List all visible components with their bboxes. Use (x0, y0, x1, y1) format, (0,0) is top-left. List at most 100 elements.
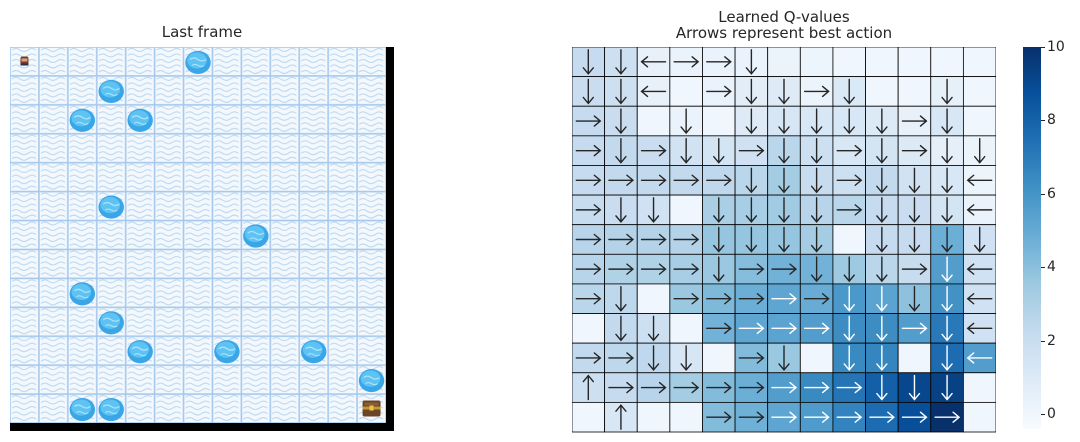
arrow-down-icon (810, 167, 823, 194)
arrow-down-icon (778, 167, 790, 194)
arrow-down-icon (843, 345, 855, 372)
arrow-down-icon (810, 137, 823, 164)
arrow-right-icon (608, 233, 635, 246)
arrow-down-icon (615, 49, 627, 75)
arrow-down-icon (876, 137, 888, 164)
game-frame (10, 47, 394, 431)
arrow-right-icon (640, 233, 667, 246)
arrow-right-icon (608, 174, 635, 186)
arrow-down-icon (745, 167, 758, 194)
q-cell (962, 105, 996, 137)
last-frame-title: Last frame (161, 23, 243, 41)
arrow-down-icon (582, 49, 595, 75)
q-cell (669, 401, 703, 433)
arrow-down-icon (843, 286, 855, 312)
arrow-right-icon (673, 233, 700, 246)
arrow-down-icon (745, 197, 758, 223)
arrow-right-icon (836, 411, 863, 423)
arrow-right-icon (901, 115, 928, 127)
q-values-title: Learned Q-values (718, 8, 850, 26)
arrow-left-icon (966, 352, 993, 364)
arrow-right-icon (706, 322, 732, 335)
hole-icon (185, 50, 211, 75)
arrow-down-icon (973, 137, 986, 164)
arrow-down-icon (876, 286, 888, 312)
q-cell (572, 401, 606, 433)
arrow-right-icon (803, 322, 830, 335)
arrow-right-icon (803, 381, 830, 394)
hole-icon (243, 224, 269, 248)
hole-icon (214, 340, 240, 364)
arrow-right-icon (608, 263, 635, 275)
arrow-down-icon (941, 315, 953, 342)
q-cell (636, 105, 671, 137)
arrow-down-icon (680, 137, 692, 164)
q-cell (767, 47, 801, 78)
arrow-down-icon (876, 256, 888, 283)
arrow-down-icon (647, 345, 660, 372)
hole-icon (98, 311, 124, 335)
arrow-down-icon (810, 256, 823, 283)
arrow-down-icon (941, 345, 953, 372)
arrow-right-icon (673, 174, 700, 186)
arrow-down-icon (582, 78, 595, 105)
arrow-right-icon (673, 293, 700, 305)
arrow-down-icon (680, 108, 692, 135)
arrow-right-icon (803, 85, 830, 98)
arrow-right-icon (575, 174, 602, 186)
q-cell (962, 401, 996, 433)
arrow-right-icon (575, 263, 602, 275)
q-cell (930, 47, 964, 78)
arrow-down-icon (941, 167, 953, 194)
q-cell (962, 372, 996, 403)
arrow-down-icon (876, 315, 888, 342)
colorbar-tick-mark (1041, 193, 1045, 195)
colorbar (1023, 47, 1041, 429)
arrow-right-icon (803, 293, 830, 305)
arrow-down-icon (810, 108, 823, 135)
arrow-right-icon (803, 411, 830, 423)
arrow-right-icon (640, 263, 667, 275)
arrow-down-icon (876, 108, 888, 135)
arrow-down-icon (941, 286, 953, 312)
goal-chest-icon (362, 400, 381, 417)
q-cell (669, 313, 703, 344)
arrow-right-icon (738, 411, 765, 423)
arrow-right-icon (640, 144, 667, 157)
arrow-down-icon (745, 108, 758, 135)
arrow-down-icon (876, 197, 888, 223)
q-cell (702, 342, 736, 374)
arrow-right-icon (934, 411, 961, 423)
arrow-right-icon (738, 322, 765, 335)
arrow-left-icon (966, 293, 993, 305)
arrow-right-icon (738, 293, 765, 305)
arrow-down-icon (745, 49, 758, 75)
arrow-down-icon (876, 167, 888, 194)
arrow-down-icon (941, 256, 953, 283)
arrow-right-icon (771, 293, 798, 305)
hole-icon (358, 369, 385, 393)
colorbar-tick-label: 10 (1047, 39, 1065, 55)
arrow-down-icon (941, 226, 953, 253)
arrow-up-icon (615, 404, 627, 430)
arrow-down-icon (615, 78, 627, 105)
arrow-right-icon (706, 85, 732, 98)
arrow-right-icon (640, 174, 667, 186)
arrow-down-icon (713, 256, 725, 283)
player-icon (20, 56, 29, 66)
arrow-left-icon (966, 322, 993, 335)
colorbar-tick-mark (1041, 340, 1045, 342)
arrow-right-icon (738, 352, 765, 364)
arrow-up-icon (582, 374, 595, 401)
q-cell (832, 47, 866, 78)
arrow-right-icon (836, 174, 863, 186)
q-cell (669, 76, 703, 107)
arrow-down-icon (713, 197, 725, 223)
colorbar-tick-mark (1041, 414, 1045, 416)
arrow-right-icon (575, 204, 602, 216)
q-cell (636, 401, 671, 433)
arrow-down-icon (778, 197, 790, 223)
arrow-right-icon (706, 411, 732, 423)
arrow-right-icon (575, 293, 602, 305)
hole-icon (98, 195, 124, 219)
